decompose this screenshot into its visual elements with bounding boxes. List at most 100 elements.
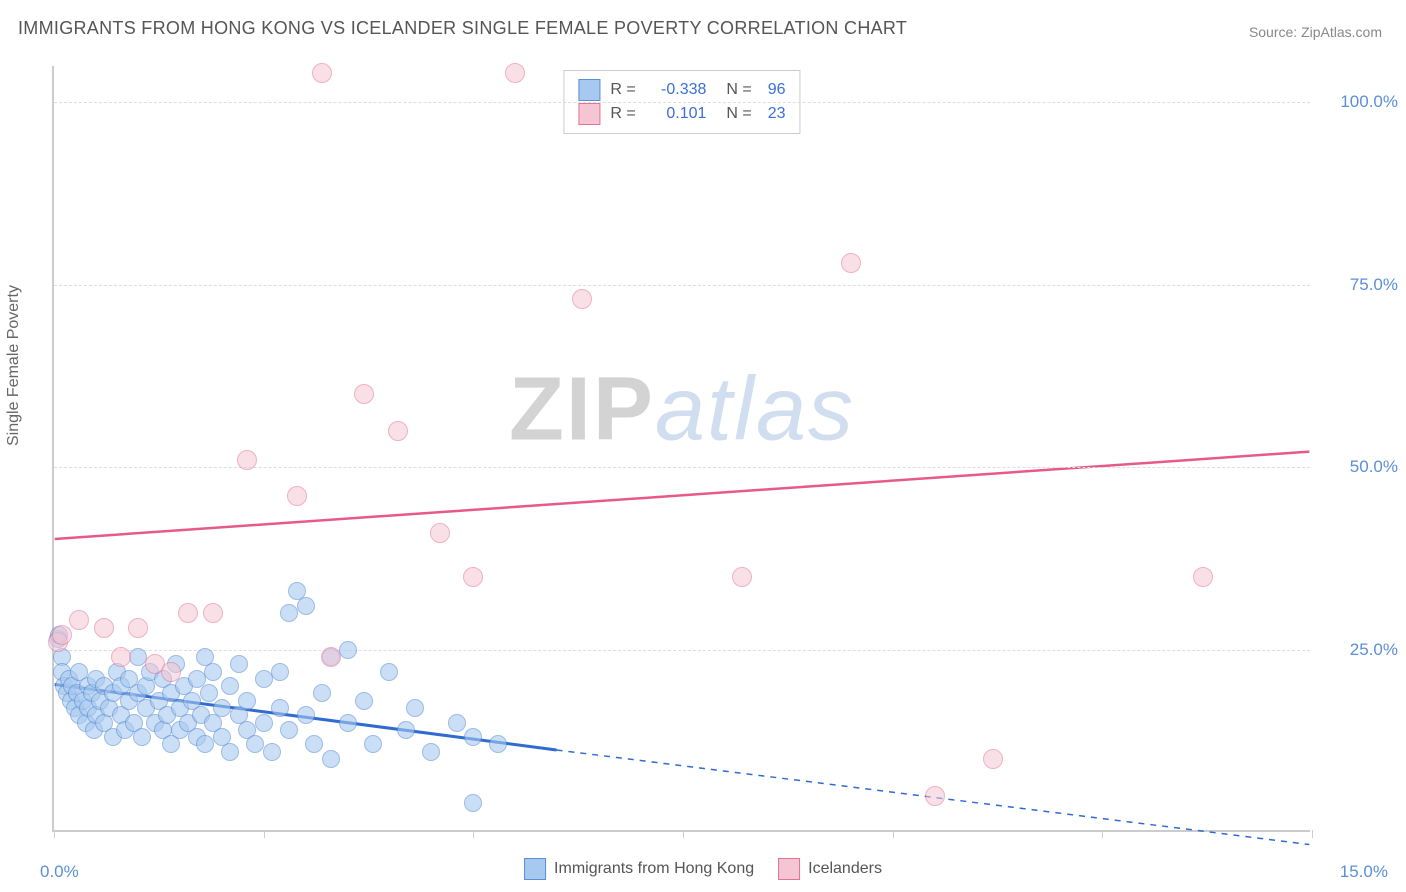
data-point-hk — [133, 728, 151, 746]
r-value-hk: -0.338 — [648, 81, 706, 99]
x-tick — [1312, 830, 1313, 838]
data-point-hk — [196, 735, 214, 753]
data-point-hk — [238, 692, 256, 710]
data-point-ice — [354, 384, 374, 404]
swatch-hk — [524, 858, 546, 880]
gridline — [54, 102, 1310, 103]
data-point-ice — [161, 662, 181, 682]
legend-item-hk: Immigrants from Hong Kong — [524, 858, 754, 880]
stats-row-hk: R = -0.338 N = 96 — [578, 79, 785, 101]
data-point-ice — [52, 625, 72, 645]
data-point-ice — [463, 567, 483, 587]
y-tick-label: 25.0% — [1318, 640, 1398, 660]
gridline — [54, 650, 1310, 651]
r-value-ice: 0.101 — [648, 105, 706, 123]
data-point-hk — [305, 735, 323, 753]
data-point-hk — [255, 714, 273, 732]
y-tick-label: 50.0% — [1318, 457, 1398, 477]
data-point-hk — [397, 721, 415, 739]
n-label: N = — [726, 105, 751, 123]
data-point-hk — [364, 735, 382, 753]
data-point-ice — [111, 647, 131, 667]
data-point-hk — [489, 735, 507, 753]
stats-row-ice: R = 0.101 N = 23 — [578, 103, 785, 125]
data-point-hk — [380, 663, 398, 681]
chart-container: IMMIGRANTS FROM HONG KONG VS ICELANDER S… — [0, 0, 1406, 892]
source-label: Source: ZipAtlas.com — [1249, 24, 1382, 40]
n-label: N = — [726, 81, 751, 99]
gridline — [54, 285, 1310, 286]
swatch-hk — [578, 79, 600, 101]
chart-title: IMMIGRANTS FROM HONG KONG VS ICELANDER S… — [18, 18, 907, 39]
data-point-hk — [313, 684, 331, 702]
swatch-ice — [578, 103, 600, 125]
data-point-hk — [406, 699, 424, 717]
data-point-ice — [572, 289, 592, 309]
watermark-atlas: atlas — [655, 359, 855, 459]
data-point-ice — [321, 647, 341, 667]
data-point-hk — [464, 728, 482, 746]
data-point-hk — [230, 655, 248, 673]
data-point-hk — [280, 604, 298, 622]
swatch-ice — [778, 858, 800, 880]
x-origin-label: 0.0% — [40, 862, 79, 882]
data-point-ice — [983, 749, 1003, 769]
data-point-hk — [448, 714, 466, 732]
data-point-hk — [255, 670, 273, 688]
data-point-hk — [280, 721, 298, 739]
x-tick — [54, 830, 55, 838]
data-point-ice — [505, 63, 525, 83]
data-point-hk — [246, 735, 264, 753]
data-point-hk — [339, 641, 357, 659]
data-point-ice — [925, 786, 945, 806]
data-point-hk — [464, 794, 482, 812]
y-axis-title: Single Female Poverty — [5, 285, 23, 446]
data-point-hk — [271, 663, 289, 681]
plot-area: ZIPatlas R = -0.338 N = 96 R = 0.101 N =… — [52, 66, 1310, 832]
bottom-legend: Immigrants from Hong Kong Icelanders — [524, 858, 882, 880]
watermark-zip: ZIP — [509, 359, 655, 459]
data-point-ice — [69, 610, 89, 630]
n-value-ice: 23 — [768, 105, 786, 123]
data-point-ice — [841, 253, 861, 273]
legend-label-ice: Icelanders — [808, 860, 882, 878]
data-point-hk — [271, 699, 289, 717]
data-point-ice — [203, 603, 223, 623]
data-point-hk — [213, 699, 231, 717]
legend-item-ice: Icelanders — [778, 858, 882, 880]
x-tick — [1102, 830, 1103, 838]
n-value-hk: 96 — [768, 81, 786, 99]
data-point-hk — [204, 663, 222, 681]
data-point-hk — [263, 743, 281, 761]
data-point-ice — [388, 421, 408, 441]
x-tick — [264, 830, 265, 838]
legend-label-hk: Immigrants from Hong Kong — [554, 860, 754, 878]
x-tick — [893, 830, 894, 838]
x-tick — [473, 830, 474, 838]
data-point-hk — [339, 714, 357, 732]
watermark: ZIPatlas — [509, 358, 855, 461]
data-point-hk — [221, 677, 239, 695]
data-point-ice — [430, 523, 450, 543]
data-point-hk — [422, 743, 440, 761]
data-point-ice — [128, 618, 148, 638]
y-tick-label: 100.0% — [1318, 92, 1398, 112]
data-point-hk — [221, 743, 239, 761]
data-point-hk — [297, 597, 315, 615]
data-point-ice — [94, 618, 114, 638]
data-point-ice — [287, 486, 307, 506]
r-label: R = — [610, 81, 638, 99]
data-point-hk — [200, 684, 218, 702]
r-label: R = — [610, 105, 638, 123]
x-tick — [683, 830, 684, 838]
data-point-ice — [732, 567, 752, 587]
data-point-ice — [1193, 567, 1213, 587]
y-tick-label: 75.0% — [1318, 275, 1398, 295]
data-point-ice — [237, 450, 257, 470]
data-point-ice — [312, 63, 332, 83]
x-end-label: 15.0% — [1340, 862, 1388, 882]
data-point-hk — [297, 706, 315, 724]
data-point-hk — [355, 692, 373, 710]
data-point-ice — [178, 603, 198, 623]
data-point-hk — [322, 750, 340, 768]
